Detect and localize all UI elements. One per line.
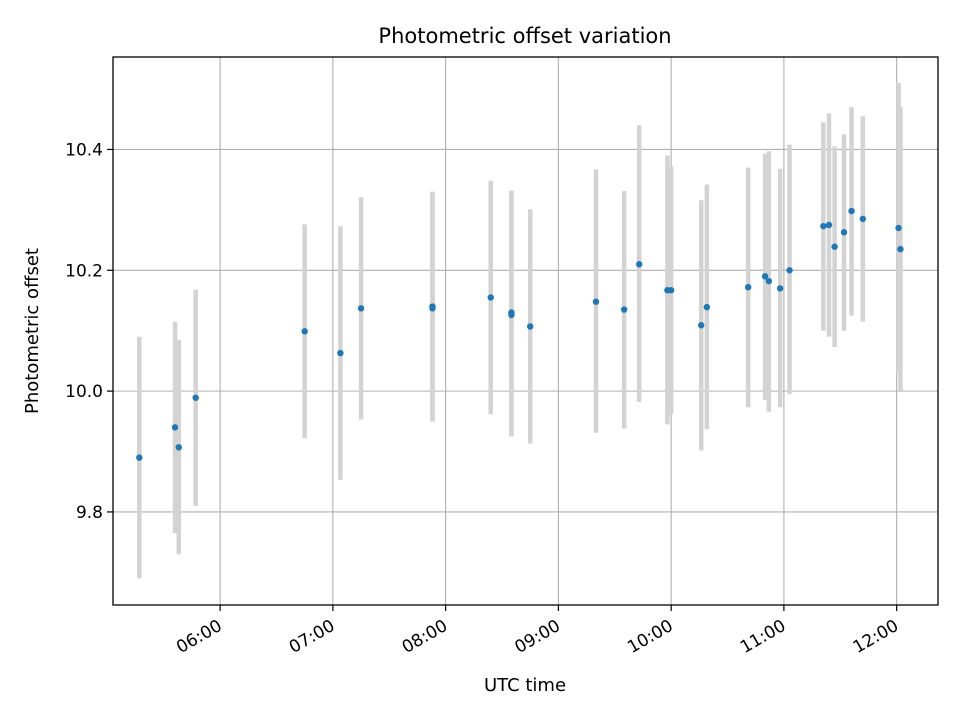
data-point xyxy=(667,287,675,294)
data-point xyxy=(703,303,711,311)
data-point xyxy=(897,245,904,253)
x-axis-label: UTC time xyxy=(484,675,566,696)
data-point xyxy=(592,298,600,305)
data-point xyxy=(192,394,199,401)
data-point xyxy=(635,261,643,268)
data-point xyxy=(508,311,515,319)
y-tick-label: 10.2 xyxy=(65,261,103,281)
data-points xyxy=(136,207,904,461)
data-point xyxy=(175,444,182,451)
data-point xyxy=(765,277,773,285)
y-axis-label: Photometric offset xyxy=(22,248,43,414)
data-point xyxy=(136,454,143,461)
y-axis-ticks: 9.8 10.0 10.2 10.4 xyxy=(65,140,113,523)
y-tick-label: 10.4 xyxy=(65,140,103,160)
data-point xyxy=(776,285,784,292)
y-tick-label: 10.0 xyxy=(65,382,103,402)
data-point xyxy=(820,222,827,230)
data-point xyxy=(337,349,344,357)
data-point xyxy=(357,305,365,312)
data-point xyxy=(429,303,436,310)
data-point xyxy=(171,424,179,431)
data-point xyxy=(301,328,308,335)
data-point xyxy=(526,323,534,330)
data-point xyxy=(698,322,705,329)
data-point xyxy=(831,243,838,250)
data-point xyxy=(761,273,769,280)
data-point xyxy=(786,267,793,274)
data-point xyxy=(848,207,855,215)
plot-frame xyxy=(112,56,939,606)
y-tick-label: 9.8 xyxy=(76,503,103,523)
data-point xyxy=(487,294,494,301)
chart-title: Photometric offset variation xyxy=(378,24,671,48)
data-point xyxy=(840,229,848,236)
data-point xyxy=(825,221,833,229)
data-point xyxy=(620,306,628,313)
data-point xyxy=(744,283,752,291)
data-point xyxy=(895,224,902,232)
data-point xyxy=(859,215,867,223)
